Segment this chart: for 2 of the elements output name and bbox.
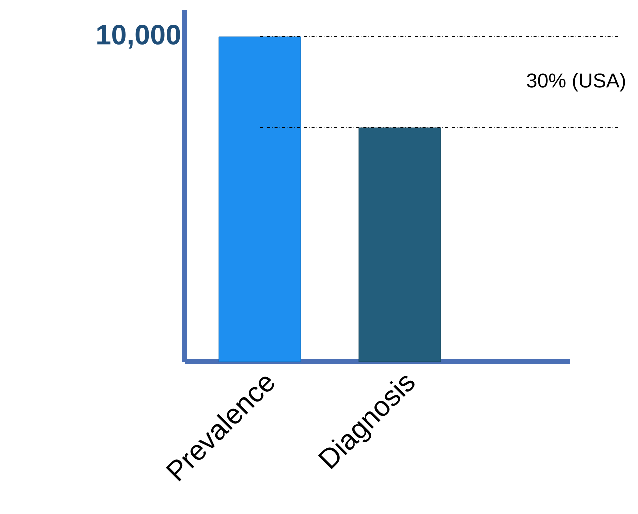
text: 10,000	[98, 25, 180, 49]
annotation: 30% (USA)	[527, 73, 626, 92]
